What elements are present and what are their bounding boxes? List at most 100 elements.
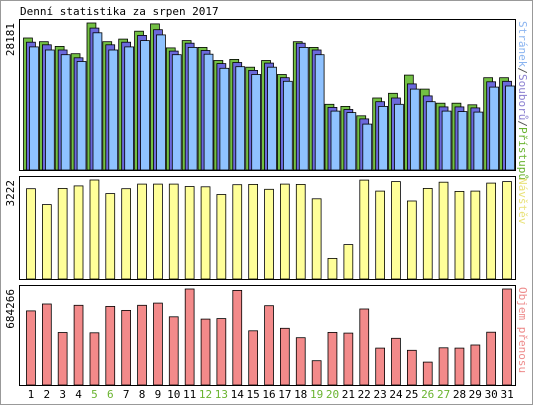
bar-Návštěv-day-21 <box>343 244 354 280</box>
bar-Návštěv-day-8 <box>137 183 147 280</box>
x-tick-label: 13 <box>215 388 228 401</box>
bar-Stránek-day-28 <box>457 111 468 171</box>
legend-part: / <box>516 67 529 74</box>
x-tick-label: 1 <box>28 388 35 401</box>
bar-Objem přenosu-day-10 <box>168 316 179 386</box>
bar-Objem přenosu-day-17 <box>279 327 290 386</box>
bar-Stránek-day-25 <box>409 88 420 171</box>
bar-Objem přenosu-day-6 <box>105 305 116 386</box>
x-tick-label: 25 <box>405 388 418 401</box>
x-tick-label: 3 <box>59 388 66 401</box>
x-tick-label: 8 <box>139 388 146 401</box>
bar-Stránek-day-1 <box>29 46 39 171</box>
bar-Stránek-day-26 <box>425 101 436 171</box>
bar-Stránek-day-29 <box>473 111 484 171</box>
bar-Stránek-day-3 <box>60 54 71 171</box>
bar-Stránek-day-6 <box>108 49 119 171</box>
series-Stránek <box>29 32 515 171</box>
x-tick-label: 18 <box>294 388 307 401</box>
bar-Objem přenosu-day-11 <box>184 288 195 386</box>
bar-Návštěv-day-9 <box>153 183 163 280</box>
legend-part: Souborů <box>516 74 529 120</box>
series-Návštěv <box>26 179 512 280</box>
bar-Stránek-day-24 <box>394 103 404 171</box>
bar-Návštěv-day-25 <box>406 200 417 280</box>
bar-Objem přenosu-day-27 <box>438 347 449 386</box>
x-tick-label: 2 <box>43 388 50 401</box>
bar-Objem přenosu-day-22 <box>359 308 370 386</box>
bar-Návštěv-day-11 <box>184 186 195 280</box>
bar-Objem přenosu-day-3 <box>57 332 68 386</box>
bar-Stránek-day-8 <box>140 40 150 171</box>
y-max-label: 28181 <box>4 23 17 56</box>
bar-Stránek-day-21 <box>346 112 357 171</box>
bar-Objem přenosu-day-18 <box>295 337 306 386</box>
bar-Návštěv-day-26 <box>422 187 433 280</box>
bar-Objem přenosu-day-13 <box>216 318 227 386</box>
bar-Stránek-day-22 <box>362 123 373 171</box>
bar-Návštěv-day-4 <box>73 185 84 280</box>
bar-Objem přenosu-day-16 <box>264 305 274 386</box>
bar-Návštěv-day-30 <box>486 182 497 280</box>
chart-title: Denní statistika za srpen 2017 <box>20 5 219 18</box>
x-tick-label: 22 <box>358 388 371 401</box>
bar-Stránek-day-18 <box>298 47 309 171</box>
bar-Návštěv-day-20 <box>327 257 338 280</box>
bar-Stránek-day-16 <box>267 66 277 171</box>
bar-Objem přenosu-day-31 <box>502 288 512 386</box>
bar-Návštěv-day-22 <box>359 179 370 280</box>
bar-Návštěv-day-10 <box>168 183 179 280</box>
bar-Návštěv-day-1 <box>26 188 36 280</box>
bar-Objem přenosu-day-28 <box>454 347 465 386</box>
panel-frame <box>19 176 516 280</box>
bar-Návštěv-day-6 <box>105 193 116 280</box>
x-axis-ticks: 1 2 3 4 5 6 7 8 9 10 11 12 13 14 15 16 17 18 19 20 21 22 23 24 2… <box>28 388 514 401</box>
x-tick-label: 24 <box>389 388 403 401</box>
x-tick-label: 31 <box>500 388 513 401</box>
series-legend-label: Návštěv <box>516 178 529 225</box>
bar-Objem přenosu-day-2 <box>42 303 52 386</box>
bar-Návštěv-day-5 <box>89 179 100 280</box>
x-tick-label: 30 <box>485 388 498 401</box>
y-max-label: 3222 <box>4 180 17 207</box>
series-legend-label: Stránek/Souborů/Přístupů <box>516 21 529 180</box>
x-tick-label: 28 <box>453 388 466 401</box>
bar-Objem přenosu-day-12 <box>200 318 211 386</box>
bar-Návštěv-day-12 <box>200 186 211 280</box>
bar-Návštěv-day-29 <box>470 190 481 280</box>
bar-Objem přenosu-day-9 <box>153 302 163 386</box>
bar-Návštěv-day-31 <box>502 181 512 280</box>
bar-Objem přenosu-day-20 <box>327 331 338 386</box>
x-tick-label: 20 <box>326 388 339 401</box>
bar-Objem přenosu-day-5 <box>89 332 100 386</box>
bar-Návštěv-day-28 <box>454 190 465 280</box>
bar-Stránek-day-27 <box>441 110 452 171</box>
bar-Návštěv-day-18 <box>295 183 306 280</box>
bar-Objem přenosu-day-21 <box>343 332 354 386</box>
bar-Stránek-day-10 <box>171 54 182 171</box>
bar-Návštěv-day-13 <box>216 194 227 280</box>
bar-Návštěv-day-3 <box>57 187 68 280</box>
bar-Stránek-day-12 <box>203 53 214 171</box>
x-tick-label: 21 <box>342 388 355 401</box>
bar-Objem přenosu-day-24 <box>391 337 401 386</box>
bar-Návštěv-day-15 <box>248 183 258 280</box>
x-tick-label: 23 <box>373 388 386 401</box>
x-tick-label: 15 <box>246 388 259 401</box>
bar-Objem přenosu-day-7 <box>121 309 131 386</box>
bar-Objem přenosu-day-26 <box>422 361 433 386</box>
x-tick-label: 19 <box>310 388 323 401</box>
x-tick-label: 16 <box>262 388 275 401</box>
bar-Stránek-day-19 <box>314 54 325 171</box>
x-tick-label: 9 <box>155 388 162 401</box>
bar-Objem přenosu-day-1 <box>26 310 36 386</box>
x-tick-label: 11 <box>183 388 196 401</box>
x-tick-label: 17 <box>278 388 291 401</box>
bar-Stránek-day-13 <box>219 67 230 171</box>
bar-Stránek-day-15 <box>251 74 261 171</box>
bar-Stránek-day-20 <box>330 110 341 171</box>
x-tick-label: 5 <box>91 388 98 401</box>
bar-Objem přenosu-day-25 <box>406 349 417 386</box>
bar-Návštěv-day-14 <box>232 184 243 280</box>
